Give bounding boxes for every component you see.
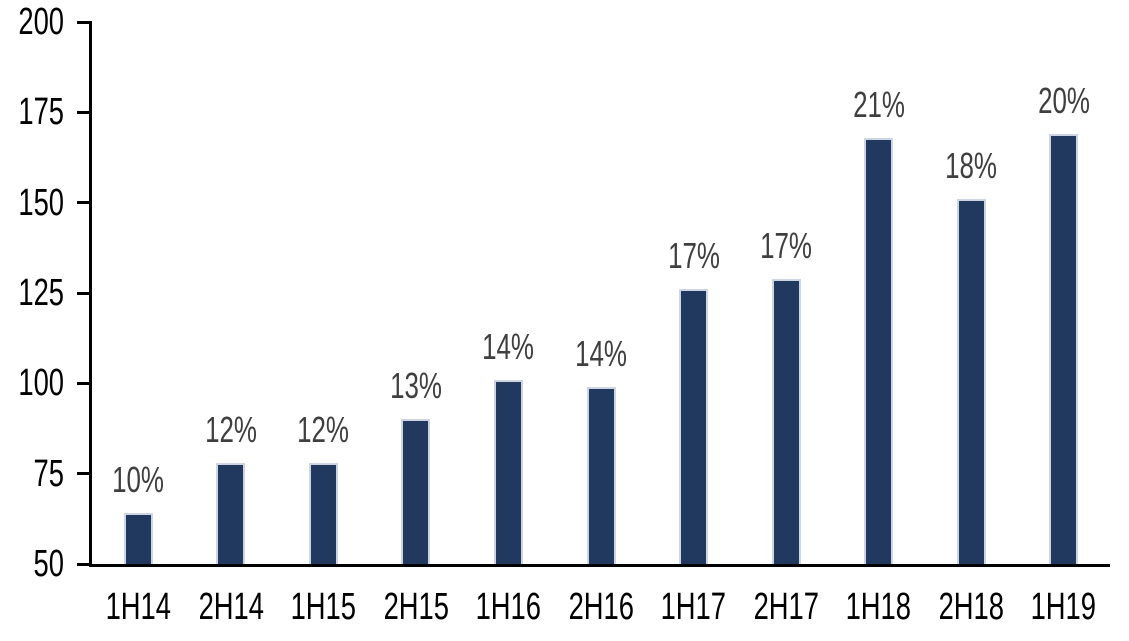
bar (771, 278, 801, 564)
bar-slot: 18% (925, 22, 1018, 564)
bar-value-label: 14% (482, 325, 535, 367)
y-axis-tick (77, 562, 89, 566)
bar-value-label: 12% (297, 408, 350, 450)
y-axis-tick (77, 291, 89, 295)
bar-value-label: 17% (760, 224, 813, 266)
bar (308, 462, 338, 564)
bar (586, 386, 616, 564)
bar-slot: 14% (462, 22, 555, 564)
y-tick-label: 75 (33, 452, 64, 495)
x-tick-label: 1H14 (105, 586, 171, 628)
y-axis-tick (77, 20, 89, 24)
bar-value-label: 18% (945, 145, 998, 187)
y-tick-label: 175 (18, 91, 65, 134)
x-tick-label: 1H16 (475, 586, 542, 628)
bar-slot: 10% (92, 22, 185, 564)
plot-area: 10% 12% 12% 13% 14% 14% 17% 17% 21% 18% 20% (92, 22, 1110, 564)
y-tick-label: 150 (18, 181, 65, 224)
bar (679, 289, 709, 564)
bar-value-label: 20% (1037, 80, 1090, 122)
y-tick-label: 50 (33, 543, 64, 585)
bar-slot: 12% (277, 22, 370, 564)
x-tick-label: 2H17 (753, 586, 819, 628)
x-tick-label: 1H17 (660, 586, 727, 628)
y-axis-tick (77, 110, 89, 114)
bar (956, 199, 986, 564)
x-tick-label: 1H15 (290, 586, 357, 628)
bar-slot: 21% (832, 22, 925, 564)
y-tick-label: 200 (18, 1, 65, 43)
y-axis-tick (77, 381, 89, 385)
bar-slot: 17% (740, 22, 833, 564)
x-tick-label: 2H14 (198, 586, 264, 628)
bar-slot: 14% (555, 22, 648, 564)
bar-slot: 13% (370, 22, 463, 564)
bar-slot: 17% (647, 22, 740, 564)
bar-value-label: 12% (204, 408, 257, 450)
x-axis: 1H14 2H14 1H15 2H15 1H16 2H16 1H17 2H17 1H18 2H18… (92, 586, 1110, 628)
bar-value-label: 14% (575, 332, 627, 374)
bar-slot: 20% (1017, 22, 1110, 564)
y-axis-tick (77, 472, 89, 476)
bar (123, 513, 153, 564)
x-tick-label: 1H19 (1031, 586, 1097, 628)
bar (216, 462, 246, 564)
y-axis-line (89, 20, 92, 566)
bar-value-label: 13% (389, 365, 442, 407)
x-axis-line (89, 564, 1110, 567)
bar (1049, 134, 1079, 564)
bar-value-label: 21% (852, 83, 905, 125)
bar-value-label: 10% (112, 459, 165, 501)
y-tick-label: 125 (18, 272, 65, 314)
x-tick-label: 2H16 (568, 586, 634, 628)
bar (493, 379, 523, 564)
y-axis-tick (77, 201, 89, 205)
bar (401, 419, 431, 564)
y-tick-label: 100 (18, 362, 65, 405)
bar-slot: 12% (185, 22, 278, 564)
x-tick-label: 1H18 (845, 586, 912, 628)
bar (864, 137, 894, 564)
x-tick-label: 2H15 (383, 586, 449, 628)
x-tick-label: 2H18 (938, 586, 1004, 628)
bar-value-label: 17% (667, 235, 720, 277)
